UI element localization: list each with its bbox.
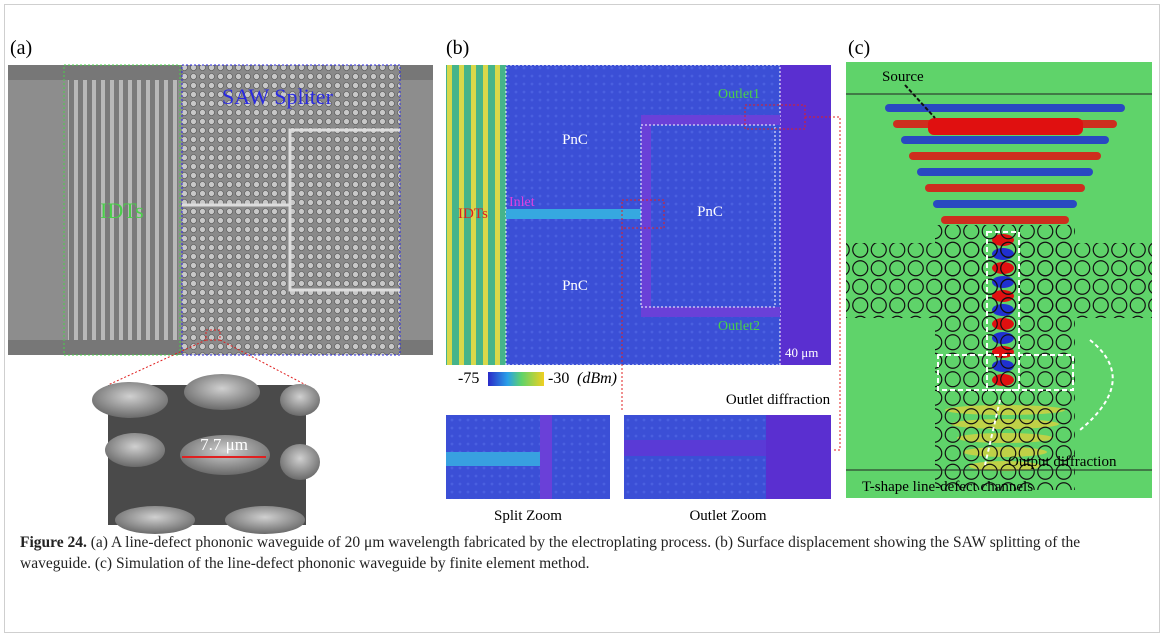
wave-blob [885,104,1125,112]
colorbar-min: -75 [458,370,479,387]
source-label: Source [882,69,924,85]
wave-blob [933,200,1077,208]
pnc-label: PnC [562,132,588,148]
wave-blob [917,168,1093,176]
caption-text: (a) A line-defect phononic waveguide of … [20,534,1080,572]
pnc-label: PnC [562,278,588,294]
outlet-label: Outlet2 [718,319,760,334]
zoom-channel [446,452,542,466]
wave-blob [909,152,1101,160]
scale-bar-label: 40 μm [785,345,818,360]
pnc-rings [935,225,1075,490]
panel-label: (c) [848,37,870,59]
zoom-channel [766,415,831,499]
zoom-annotation: Outlet diffraction [726,392,831,408]
wave-blob [925,184,1085,192]
caption-label: Figure 24. [20,534,87,551]
wave-blob [928,118,1083,135]
zoom-caption: Outlet Zoom [689,508,766,524]
panel-label: (a) [10,37,32,59]
channels-label: T-shape line-defect channels [862,479,1033,495]
diffraction-label: Output diffraction [1008,454,1117,470]
page: (a) IDTs SAW Spliter 7.7 μm (b) PnC PnC … [0,0,1166,639]
caption: Figure 24. (a) A line-defect phononic wa… [20,532,1140,574]
colorbar-max: -30 [548,370,569,387]
splitter-label: SAW Spliter [222,84,334,109]
zoom-channel [624,440,769,456]
colorbar [488,372,544,386]
dimension-label: 7.7 μm [200,435,248,454]
idt-label: IDTs [100,198,144,223]
panel-label: (b) [446,37,469,59]
inlet-label: Inlet [509,195,535,210]
wave-blob [941,216,1069,224]
pnc-label: PnC [697,204,723,220]
zoom-channel [540,415,552,499]
colorbar-unit: (dBm) [577,370,617,387]
inlet-channel [506,209,646,219]
wave-blob [901,136,1109,144]
outlet-label: Outlet1 [718,87,760,102]
zoom-caption: Split Zoom [494,508,562,524]
idt-label: IDTs [458,206,488,222]
